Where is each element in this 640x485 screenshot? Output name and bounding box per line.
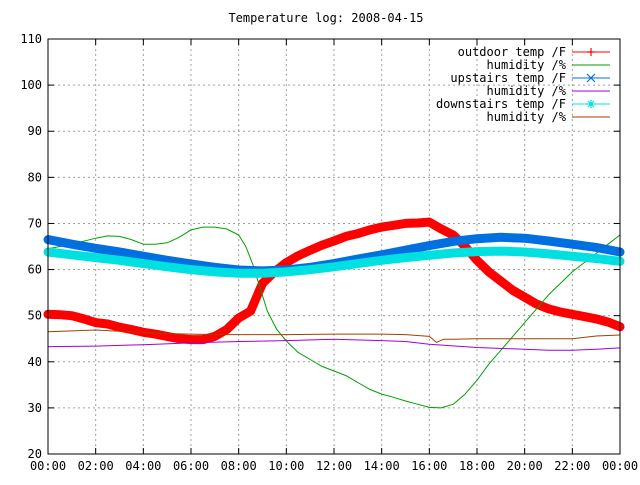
y-tick-label: 40: [28, 355, 42, 369]
chart-title: Temperature log: 2008-04-15: [228, 11, 423, 25]
x-tick-label: 00:00: [602, 459, 638, 473]
series-line-humidity-3: [47, 338, 621, 351]
legend-marker-star: [587, 100, 595, 108]
series-group: [43, 217, 625, 409]
x-tick-label: 02:00: [78, 459, 114, 473]
y-tick-label: 20: [28, 447, 42, 461]
x-tick-label: 10:00: [268, 459, 304, 473]
legend-marker-plus: [587, 48, 595, 56]
x-tick-label: 18:00: [459, 459, 495, 473]
axis-ticks: 20 30 40 50 60 70 80 90 100 110 00:00 02:00 04:00 06:…: [20, 32, 638, 473]
x-tick-label: 06:00: [173, 459, 209, 473]
grid: [48, 39, 620, 454]
series-line-humidity-5: [47, 329, 621, 343]
legend-label: humidity /%: [487, 110, 567, 124]
legend-label: humidity /%: [487, 58, 567, 72]
x-tick-label: 14:00: [364, 459, 400, 473]
y-tick-label: 70: [28, 216, 42, 230]
x-tick-label: 04:00: [125, 459, 161, 473]
x-tick-label: 20:00: [507, 459, 543, 473]
y-tick-label: 110: [20, 32, 42, 46]
series-line-humidity-1: [47, 226, 621, 409]
y-tick-label: 100: [20, 78, 42, 92]
x-tick-label: 08:00: [221, 459, 257, 473]
series-line-downstairs-temp-f-4: [43, 246, 625, 278]
plot-frame: [47, 38, 621, 455]
x-tick-label: 00:00: [30, 459, 66, 473]
legend-label: humidity /%: [487, 84, 567, 98]
legend-label: outdoor temp /F: [458, 45, 566, 59]
legend-label: upstairs temp /F: [450, 71, 566, 85]
x-tick-label: 16:00: [411, 459, 447, 473]
y-tick-label: 60: [28, 263, 42, 277]
y-tick-label: 80: [28, 170, 42, 184]
x-tick-label: 12:00: [316, 459, 352, 473]
y-tick-label: 90: [28, 124, 42, 138]
legend-marker-cross: [586, 73, 596, 83]
legend-label: downstairs temp /F: [436, 97, 566, 111]
y-tick-label: 50: [28, 309, 42, 323]
y-tick-label: 30: [28, 401, 42, 415]
x-tick-label: 22:00: [554, 459, 590, 473]
